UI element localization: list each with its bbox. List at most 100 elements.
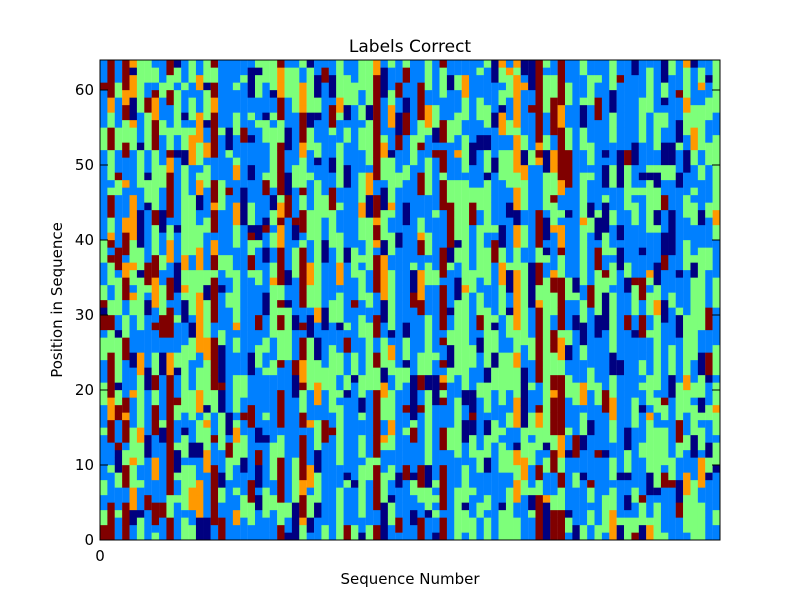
heatmap-cell	[277, 367, 285, 391]
heatmap-cell	[240, 262, 248, 286]
heatmap-cell	[469, 142, 477, 166]
heatmap-cell	[144, 60, 152, 83]
heatmap-cell	[225, 480, 234, 503]
heatmap-cell	[476, 337, 484, 353]
heatmap-cell	[476, 120, 484, 136]
heatmap-cell	[446, 90, 455, 98]
heatmap-cell	[572, 337, 580, 346]
heatmap-cell	[188, 187, 197, 196]
heatmap-cell	[218, 367, 226, 383]
heatmap-cell	[365, 412, 374, 428]
heatmap-cell	[262, 352, 270, 368]
heatmap-cell	[594, 495, 603, 503]
heatmap-cell	[439, 450, 448, 466]
heatmap-cell	[550, 60, 558, 76]
heatmap-cell	[365, 157, 374, 166]
heatmap-cell	[387, 180, 396, 203]
heatmap-cell	[675, 75, 684, 91]
heatmap-cell	[343, 247, 352, 263]
heatmap-cell	[432, 180, 440, 203]
heatmap-cell	[646, 352, 654, 368]
heatmap-cell	[417, 292, 425, 301]
heatmap-cell	[188, 322, 197, 338]
heatmap-cell	[343, 262, 352, 278]
heatmap-cell	[653, 360, 662, 383]
heatmap-cell	[631, 427, 639, 443]
heatmap-cell	[690, 157, 699, 166]
heatmap-cell	[350, 240, 359, 248]
heatmap-cell	[594, 472, 603, 496]
heatmap-cell	[210, 442, 219, 466]
heatmap-cell	[107, 180, 115, 188]
heatmap-cell	[269, 405, 278, 428]
heatmap-cell	[417, 232, 425, 241]
heatmap-cell	[262, 112, 270, 121]
heatmap-cell	[343, 405, 352, 413]
heatmap-cell	[653, 232, 662, 241]
heatmap-cell	[306, 307, 315, 316]
heatmap-cell	[579, 285, 588, 301]
heatmap-cell	[100, 510, 108, 526]
heatmap-cell	[624, 315, 632, 331]
heatmap-cell	[269, 165, 278, 173]
heatmap-cell	[159, 322, 167, 338]
heatmap-cell	[358, 360, 366, 376]
heatmap-cell	[203, 157, 211, 166]
heatmap-cell	[705, 120, 713, 136]
heatmap-cell	[336, 300, 344, 323]
heatmap-cell	[225, 150, 234, 158]
heatmap-cell	[173, 90, 182, 113]
heatmap-cell	[107, 487, 115, 503]
heatmap-cell	[535, 360, 544, 383]
heatmap-cell	[498, 112, 507, 136]
heatmap-cell	[483, 247, 492, 271]
heatmap-cell	[712, 435, 721, 443]
heatmap-cell	[321, 390, 329, 413]
heatmap-cell	[690, 412, 699, 436]
heatmap-cell	[173, 495, 182, 503]
heatmap-cell	[424, 202, 433, 218]
heatmap-cell	[387, 232, 396, 256]
heatmap-cell	[365, 135, 374, 158]
heatmap-cell	[638, 382, 647, 391]
heatmap-cell	[572, 120, 580, 143]
heatmap-cell	[122, 300, 130, 316]
heatmap-cell	[195, 75, 204, 91]
heatmap-cell	[129, 240, 138, 263]
heatmap-cell	[513, 210, 521, 226]
heatmap-cell	[498, 180, 507, 203]
heatmap-cell	[454, 375, 462, 398]
heatmap-cell	[350, 360, 359, 376]
heatmap-cell	[587, 180, 595, 196]
heatmap-cell	[144, 367, 152, 391]
heatmap-cell	[100, 397, 108, 406]
heatmap-cell	[195, 255, 204, 271]
heatmap-cell	[491, 112, 499, 128]
heatmap-cell	[638, 142, 647, 151]
heatmap-cell	[550, 97, 558, 121]
heatmap-cell	[269, 232, 278, 248]
heatmap-cell	[557, 217, 566, 226]
heatmap-cell	[395, 270, 403, 293]
heatmap-cell	[181, 427, 189, 436]
heatmap-cell	[343, 210, 352, 233]
heatmap-cell	[365, 487, 374, 503]
heatmap-cell	[550, 255, 558, 271]
heatmap-cell	[336, 427, 344, 443]
heatmap-cell	[144, 352, 152, 368]
heatmap-cell	[410, 225, 418, 241]
heatmap-cell	[255, 120, 263, 128]
heatmap-cell	[188, 97, 197, 121]
heatmap-cell	[454, 420, 462, 436]
heatmap-cell	[432, 247, 440, 271]
heatmap-cell	[609, 255, 617, 263]
heatmap-cell	[424, 465, 433, 488]
heatmap-cell	[314, 60, 322, 76]
heatmap-cell	[520, 450, 529, 458]
heatmap-cell	[483, 172, 492, 181]
heatmap-cell	[100, 90, 108, 98]
heatmap-cell	[328, 532, 337, 541]
heatmap-cell	[277, 247, 285, 263]
heatmap-cell	[542, 262, 551, 278]
heatmap-cell	[395, 187, 403, 203]
